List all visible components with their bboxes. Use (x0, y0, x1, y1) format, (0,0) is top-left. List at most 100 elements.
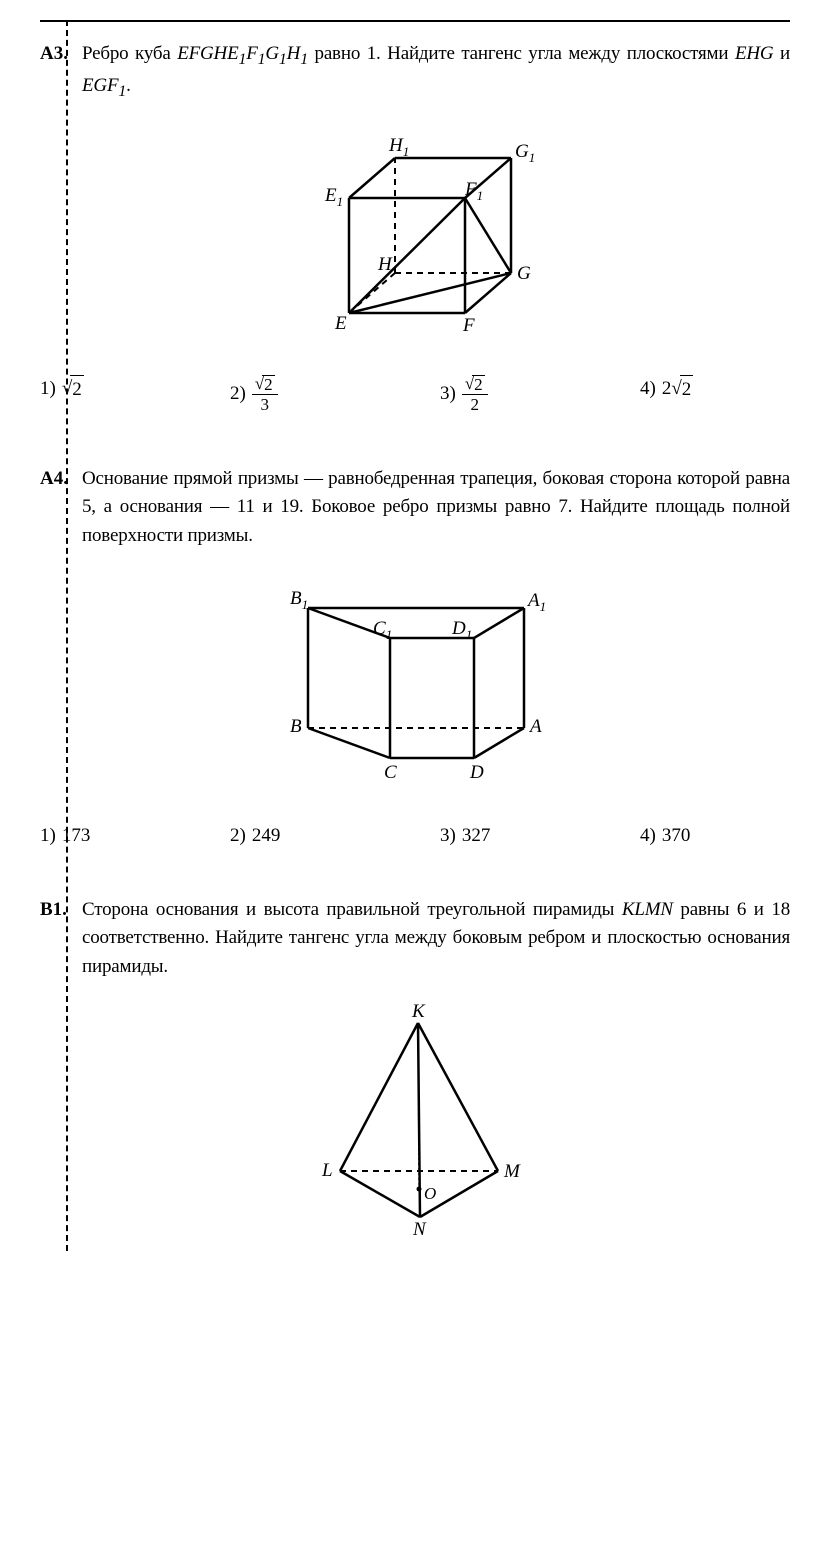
opt-val: 370 (662, 822, 691, 851)
problem-label: А4. (40, 465, 82, 494)
svg-text:F1: F1 (464, 179, 483, 203)
lbl: E (324, 185, 337, 206)
figure-prism: B1 A1 C1 D1 B A C D (40, 570, 790, 800)
lbl: H (388, 135, 404, 156)
lbl: B (290, 588, 302, 609)
lbl: A (528, 716, 542, 737)
lbl: G (515, 141, 529, 162)
text: Ребро куба (82, 43, 177, 64)
text: равно 1. Найдите тангенс угла между плос… (308, 43, 735, 64)
sub: 1 (337, 194, 344, 209)
lbl: B (290, 716, 302, 737)
lbl: F (464, 179, 477, 200)
svg-text:G1: G1 (515, 141, 535, 165)
lbl: C (384, 762, 397, 783)
lbl: C (373, 618, 386, 639)
lbl: L (321, 1160, 333, 1181)
lbl: O (424, 1184, 436, 1203)
opt-num: 4) (640, 375, 656, 404)
svg-text:D1: D1 (451, 618, 472, 642)
svg-text:C1: C1 (373, 618, 392, 642)
opt-val: 249 (252, 822, 281, 851)
opt-num: 1) (40, 822, 56, 851)
prism-svg: B1 A1 C1 D1 B A C D (260, 570, 570, 790)
pyramid-svg: K L M N O (300, 1001, 530, 1241)
option-4: 4) 370 (640, 822, 690, 851)
t: G (265, 43, 279, 64)
svg-text:B1: B1 (290, 588, 308, 612)
problem-b1: В1. Сторона основания и высота правильно… (40, 896, 790, 1251)
svg-text:E1: E1 (324, 185, 343, 209)
cube-svg: H1 G1 E1 F1 H G E F (285, 123, 545, 343)
lbl: E (334, 313, 347, 334)
svg-text:A1: A1 (526, 590, 546, 614)
t: EGF (82, 75, 118, 96)
math-var: EGF1 (82, 75, 126, 96)
figure-cube: H1 G1 E1 F1 H G E F (40, 123, 790, 353)
t: H (287, 43, 301, 64)
problem-body: Ребро куба EFGHE1F1G1H1 равно 1. Найдите… (82, 40, 790, 103)
opt-val: 173 (62, 822, 91, 851)
lbl: G (517, 263, 531, 284)
problem-body: Основание прямой призмы — равнобедренная… (82, 465, 790, 551)
opt-val: √2 (62, 375, 84, 405)
option-3: 3) √2 2 (440, 375, 488, 415)
den: 3 (258, 395, 273, 414)
sub: 1 (118, 82, 126, 99)
opt-num: 3) (440, 380, 456, 409)
rad: 2 (472, 375, 485, 394)
top-rule (40, 20, 790, 22)
sub: 1 (302, 597, 309, 612)
opt-num: 4) (640, 822, 656, 851)
den: 2 (468, 395, 483, 414)
text: Сторона основания и высота правильной тр… (82, 899, 622, 920)
problem-label: В1. (40, 896, 82, 925)
sub: 1 (403, 144, 410, 159)
opt-val: 2√2 (662, 375, 693, 405)
text: . (126, 75, 131, 96)
lbl: A (526, 590, 540, 611)
option-1: 1) 173 (40, 822, 90, 851)
problem-label: А3. (40, 40, 82, 69)
svg-text:H1: H1 (388, 135, 409, 159)
figure-pyramid: K L M N O (40, 1001, 790, 1251)
sub: 1 (300, 51, 308, 68)
sub: 1 (477, 188, 484, 203)
point-o (417, 1187, 422, 1192)
option-3: 3) 327 (440, 822, 490, 851)
math-var: EHG (735, 43, 773, 64)
rad: 2 (262, 375, 275, 394)
opt-val: 327 (462, 822, 491, 851)
lbl: D (469, 762, 484, 783)
fraction: √2 3 (252, 375, 278, 415)
math-var: KLMN (622, 899, 673, 920)
options-row: 1) 173 2) 249 3) 327 4) 370 (40, 822, 790, 850)
lbl: M (503, 1161, 521, 1182)
lbl: N (412, 1219, 427, 1240)
coef: 2 (662, 378, 672, 399)
sub: 1 (466, 627, 473, 642)
margin-dashed-line (66, 20, 68, 1251)
option-2: 2) 249 (230, 822, 280, 851)
sub: 1 (529, 150, 536, 165)
t: EFGHE (177, 43, 238, 64)
math-var: EFGHE1F1G1H1 (177, 43, 308, 64)
problem-a3: А3. Ребро куба EFGHE1F1G1H1 равно 1. Най… (40, 40, 790, 419)
text: и (773, 43, 790, 64)
lbl: H (377, 254, 393, 275)
problem-a4: А4. Основание прямой призмы — равнобедре… (40, 465, 790, 850)
opt-num: 3) (440, 822, 456, 851)
sub: 1 (279, 51, 287, 68)
rad: 2 (680, 375, 694, 405)
opt-num: 2) (230, 380, 246, 409)
lbl: K (411, 1001, 426, 1022)
opt-num: 2) (230, 822, 246, 851)
sub: 1 (540, 599, 547, 614)
option-4: 4) 2√2 (640, 375, 693, 405)
option-2: 2) √2 3 (230, 375, 278, 415)
lbl: F (462, 315, 475, 336)
t: F (246, 43, 257, 64)
problem-body: Сторона основания и высота правильной тр… (82, 896, 790, 982)
fraction: √2 2 (462, 375, 488, 415)
sub: 1 (386, 627, 393, 642)
